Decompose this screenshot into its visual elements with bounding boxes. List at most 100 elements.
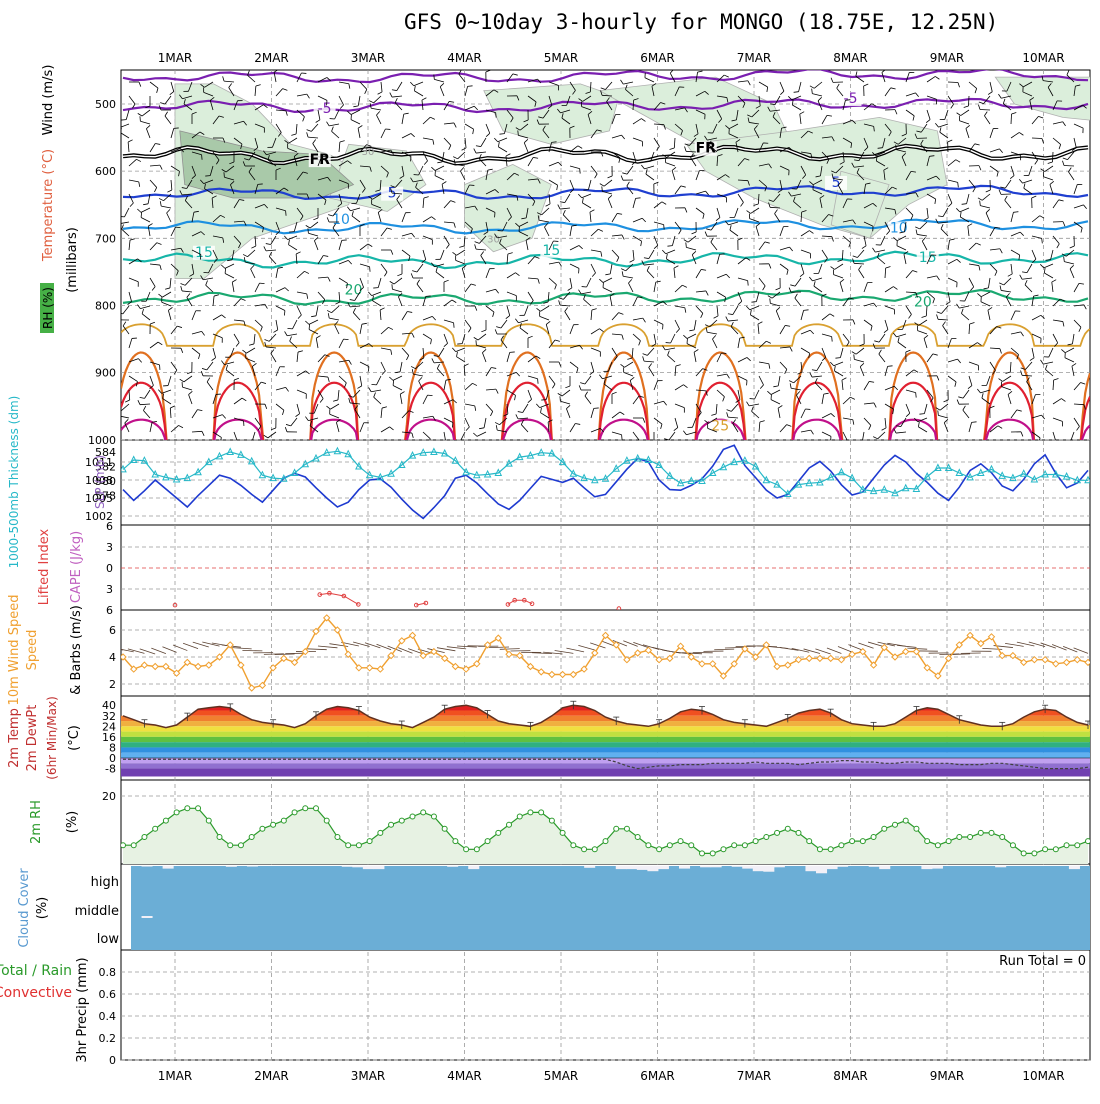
wind-barb xyxy=(150,243,157,250)
wind-barb xyxy=(423,117,430,124)
wind-barb-flag xyxy=(160,165,162,169)
wind-barb xyxy=(350,306,360,307)
wind-barb xyxy=(675,186,681,194)
wind-barb-flag xyxy=(1025,280,1027,285)
wind-barb-flag xyxy=(977,293,981,296)
wind-barb xyxy=(649,250,654,259)
wind-barb xyxy=(570,264,579,268)
wind-barb-flag xyxy=(726,274,729,278)
wind-barb xyxy=(801,409,805,418)
wind-barb-flag xyxy=(644,258,649,259)
wind-barb xyxy=(966,128,969,138)
wind-barb-flag xyxy=(649,442,654,444)
wind-barb-flag xyxy=(414,86,415,91)
rh-marker xyxy=(624,826,629,831)
wind-barb xyxy=(967,194,969,204)
rh-marker xyxy=(582,847,587,852)
wind-barb-flag xyxy=(674,266,678,268)
rh-marker xyxy=(453,839,458,844)
rh-marker xyxy=(721,847,726,852)
wind-barb-flag xyxy=(187,293,190,297)
rh-marker xyxy=(549,818,554,823)
wind-barb xyxy=(792,105,801,110)
wind-barb-flag xyxy=(200,255,201,260)
wind-barb-flag xyxy=(260,327,262,332)
wind-barb-flag xyxy=(809,277,812,281)
wind-barb xyxy=(381,427,390,432)
wind-barb-flag xyxy=(621,364,625,367)
wind-barb-flag xyxy=(698,71,703,72)
wind-barb xyxy=(549,340,555,348)
cloud-high-gap xyxy=(363,866,374,869)
wind-barb-flag xyxy=(809,231,813,234)
wind-barb xyxy=(670,73,675,82)
wind-barb xyxy=(906,110,914,116)
wind-barb-flag xyxy=(853,256,858,258)
wind-barb xyxy=(1032,348,1034,358)
surface-barb xyxy=(714,649,734,650)
wind-barb xyxy=(801,430,811,432)
wind-barb xyxy=(192,331,202,334)
wind-barb-flag xyxy=(1010,176,1014,179)
wind-barb-flag xyxy=(260,283,265,284)
wind-speed-marker xyxy=(796,657,802,663)
wind-barb-flag xyxy=(997,172,998,177)
wind-barb-flag xyxy=(365,89,367,94)
wind-speed-marker xyxy=(474,661,480,667)
rh-marker xyxy=(560,830,565,835)
wind-barb-flag xyxy=(496,289,499,293)
wind-barb xyxy=(1049,348,1053,357)
lifted-index-marker xyxy=(530,602,534,606)
wind-barb-flag xyxy=(136,159,140,161)
wind-barb-flag xyxy=(468,328,471,332)
wind-barb-flag xyxy=(1054,379,1059,380)
wind-barb-flag xyxy=(444,343,448,346)
rh-marker xyxy=(1032,851,1037,856)
wind-barb-flag xyxy=(407,312,412,313)
wind-barb xyxy=(339,96,344,105)
wind-barb-flag xyxy=(181,283,186,285)
wind-barb xyxy=(524,143,528,152)
wind-barb-flag xyxy=(924,335,928,338)
wind-barb xyxy=(465,138,466,148)
wind-barb-flag xyxy=(515,395,516,400)
wind-barb xyxy=(654,334,656,344)
wind-barb xyxy=(675,404,684,408)
wind-barb xyxy=(444,236,449,244)
pressure-tick-label: 1000 xyxy=(88,434,116,447)
wind-barb-flag xyxy=(495,329,497,334)
wind-barb-flag xyxy=(612,392,617,394)
wind-barb-flag xyxy=(832,237,833,242)
cloud-high-gap xyxy=(869,866,880,867)
wind-barb xyxy=(644,166,654,169)
wind-barb xyxy=(381,129,385,138)
isotherm-minus10 xyxy=(123,69,1088,82)
wind-barb-flag xyxy=(1064,257,1065,262)
surface-barb xyxy=(1041,643,1056,648)
cloud-tick-label: low xyxy=(97,932,120,947)
wind-barb xyxy=(864,403,874,404)
wind-barb xyxy=(402,348,409,355)
wind-barb-flag xyxy=(938,216,943,217)
wind-barb-flag xyxy=(1000,286,1001,291)
wind-barb xyxy=(435,166,444,171)
wind-barb-flag xyxy=(283,89,288,91)
wind-barb-flag xyxy=(265,304,268,308)
wind-speed-marker xyxy=(774,664,780,670)
wind-barb-flag xyxy=(869,381,874,382)
wind-barb-flag xyxy=(289,240,290,245)
wind-barb xyxy=(717,390,724,397)
wind-barb-flag xyxy=(988,307,992,310)
wind-barb xyxy=(623,82,633,84)
wind-barb-flag xyxy=(748,281,749,286)
wind-barb xyxy=(142,314,150,320)
wind-barb-flag xyxy=(474,106,477,110)
wind-barb xyxy=(730,230,738,236)
wind-barb xyxy=(465,320,471,328)
wind-barb-flag xyxy=(179,425,183,427)
wind-barb xyxy=(948,278,957,282)
rh-tick-label: 20 xyxy=(102,790,116,803)
wind-barb-flag xyxy=(170,406,175,408)
wind-barb-flag xyxy=(314,237,318,240)
wind-barb-flag xyxy=(682,285,687,287)
